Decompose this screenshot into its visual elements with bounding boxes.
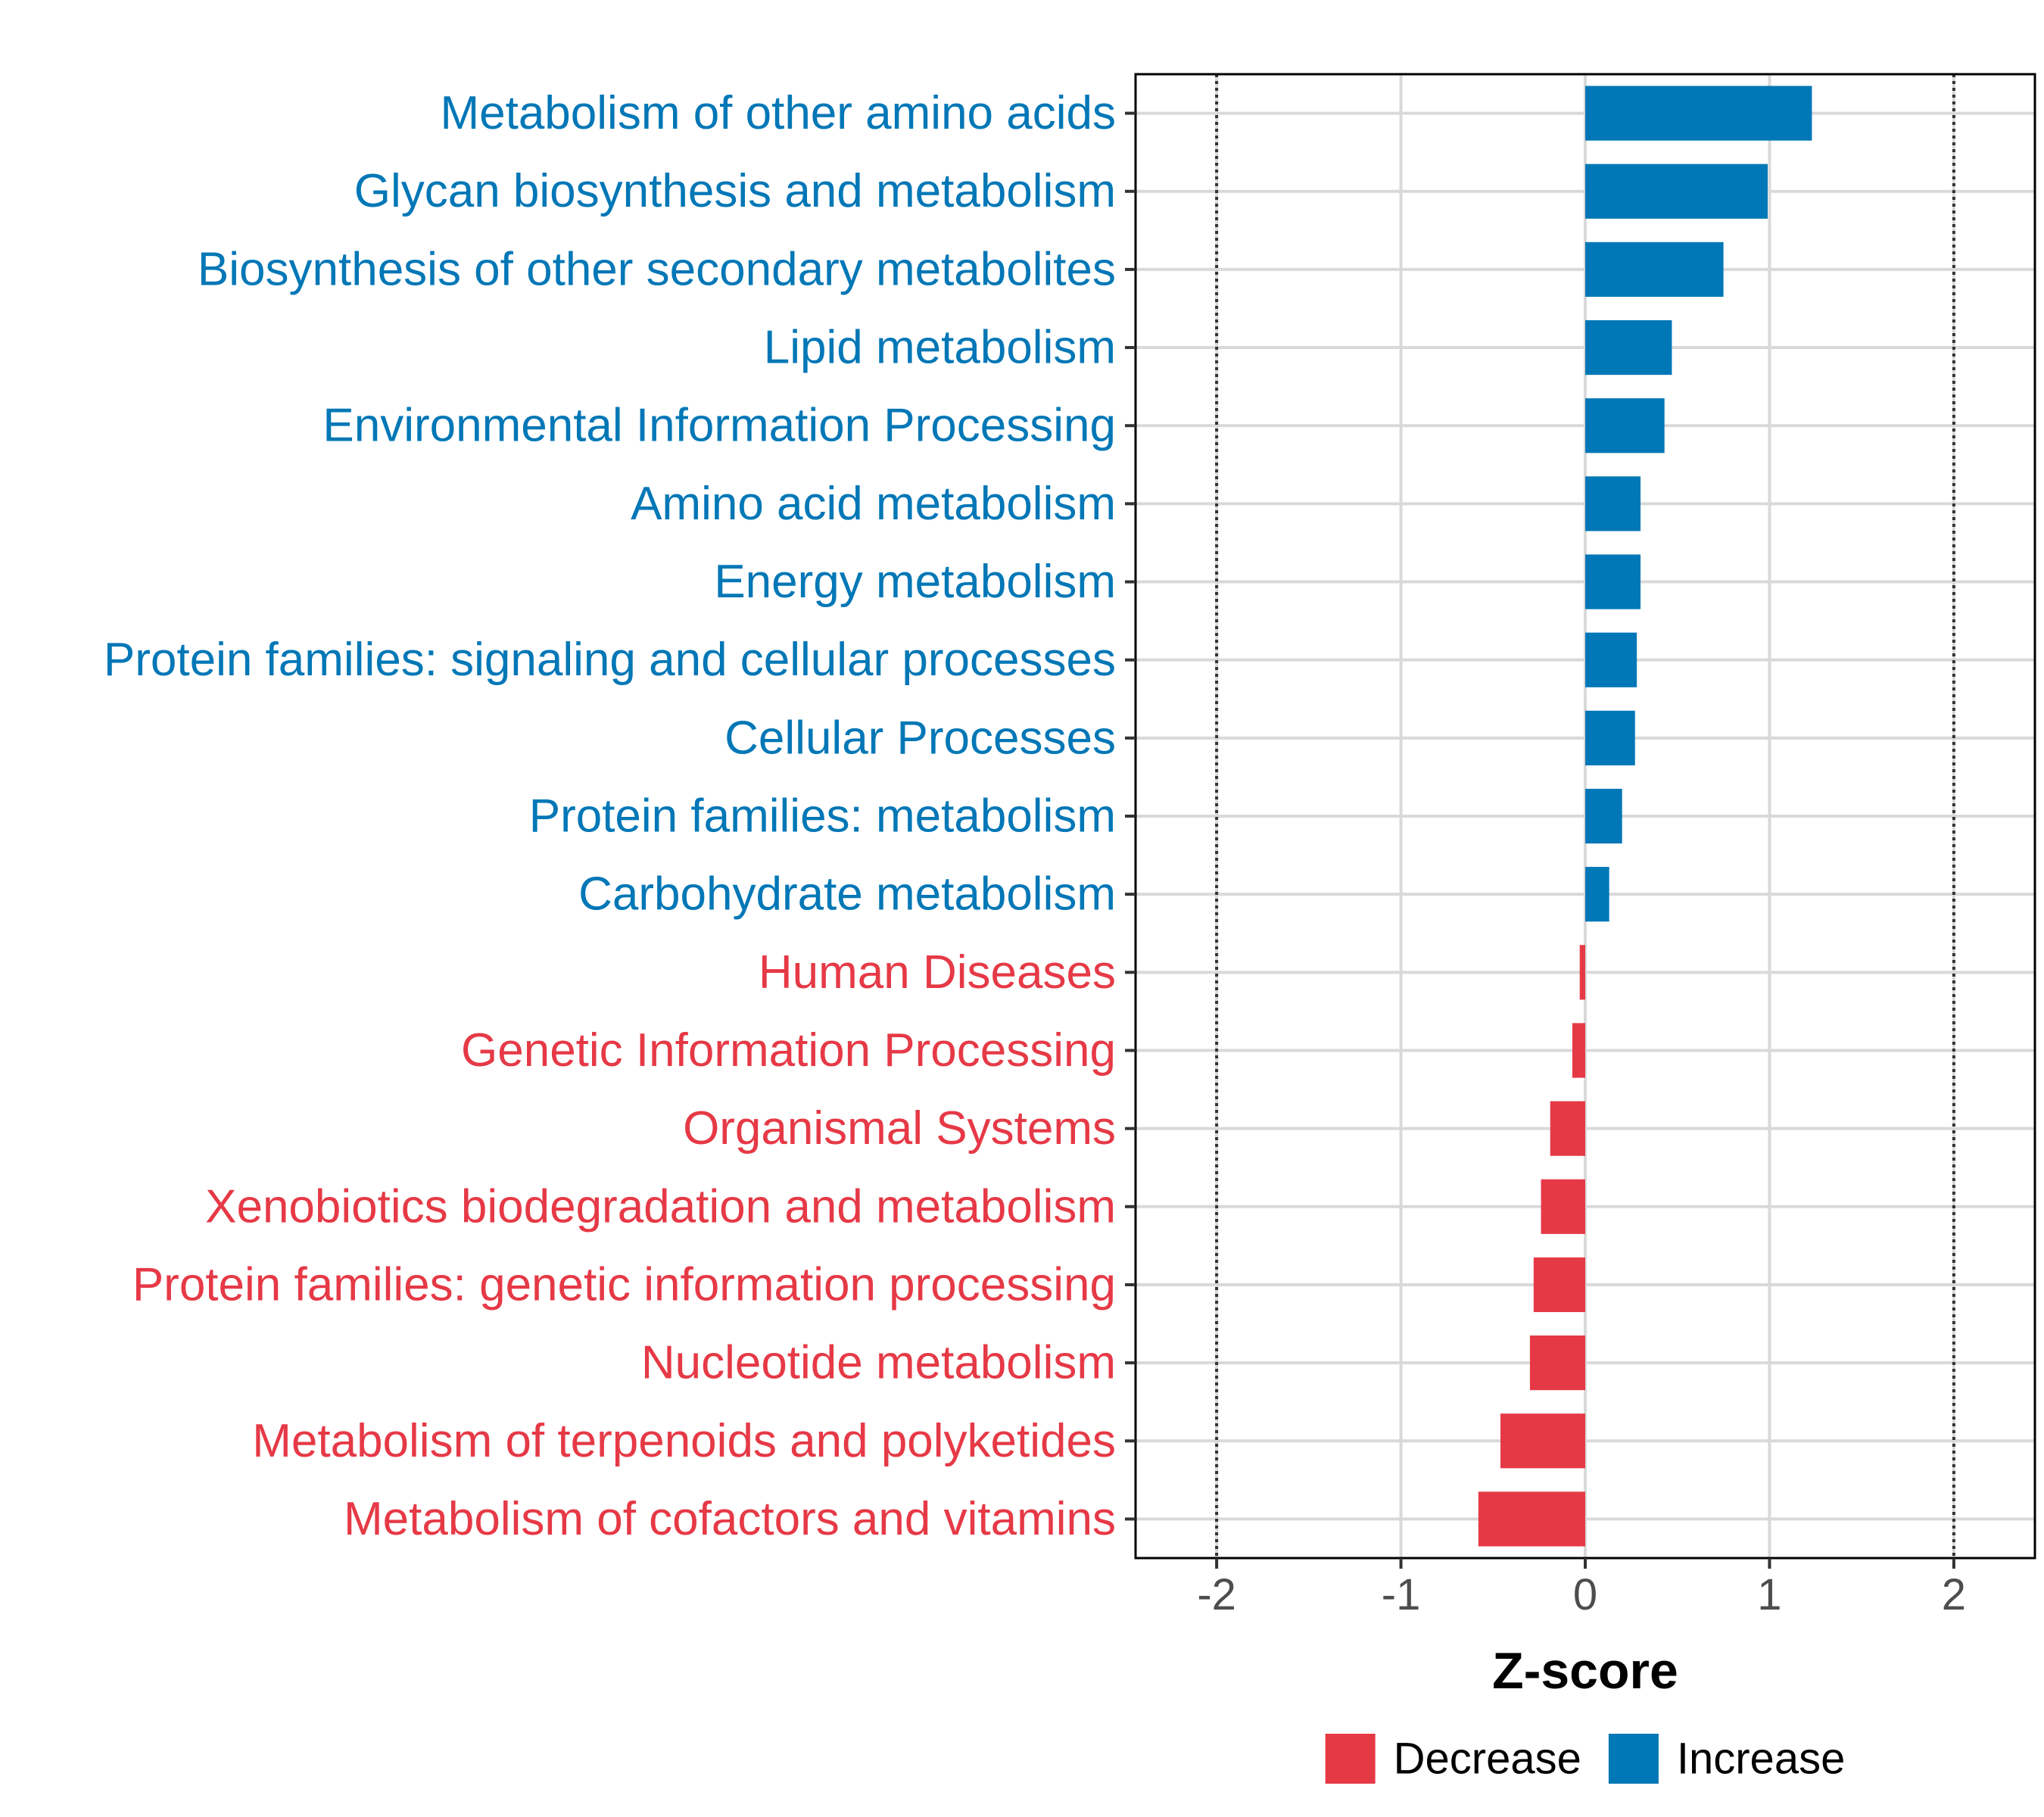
category-label: Environmental Information Processing	[322, 400, 1116, 452]
bar	[1585, 242, 1724, 297]
category-label: Nucleotide metabolism	[641, 1337, 1116, 1389]
x-tick-label: 2	[1942, 1570, 1966, 1619]
category-label: Carbohydrate metabolism	[578, 868, 1116, 921]
bar	[1500, 1413, 1585, 1469]
bar	[1585, 319, 1672, 376]
reference-lines	[1215, 74, 1955, 1558]
legend-key-increase	[1608, 1734, 1659, 1784]
x-tick-label: 0	[1573, 1570, 1597, 1619]
category-label: Cellular Processes	[724, 712, 1116, 764]
bar	[1585, 398, 1665, 453]
x-tick-label: 1	[1757, 1570, 1781, 1619]
bar	[1529, 1335, 1585, 1391]
category-label: Protein families: signaling and cellular…	[104, 634, 1116, 686]
bar	[1550, 1101, 1585, 1156]
x-tick-label: -2	[1197, 1570, 1236, 1619]
bar	[1478, 1491, 1585, 1547]
category-label: Biosynthesis of other secondary metaboli…	[198, 243, 1116, 295]
category-label: Metabolism of other amino acids	[440, 87, 1116, 139]
y-axis: Metabolism of other amino acids Glycan bi…	[104, 87, 1136, 1545]
bar	[1541, 1179, 1585, 1234]
bar	[1585, 632, 1637, 687]
bars	[1478, 86, 1812, 1547]
category-label: Human Diseases	[759, 946, 1116, 999]
legend-label: Increase	[1677, 1734, 1845, 1784]
legend: Decrease Increase	[1325, 1734, 1845, 1784]
bar	[1585, 476, 1641, 531]
bar	[1572, 1023, 1585, 1078]
category-label: Amino acid metabolism	[631, 478, 1116, 530]
category-label: Metabolism of cofactors and vitamins	[344, 1493, 1116, 1545]
bar	[1585, 710, 1635, 765]
category-label: Energy metabolism	[714, 556, 1116, 608]
category-label: Organismal Systems	[683, 1102, 1116, 1155]
bar	[1533, 1257, 1585, 1313]
category-label: Genetic Information Processing	[461, 1024, 1116, 1077]
bar	[1585, 164, 1768, 219]
x-axis: -2 -1 0 1 2	[1197, 1558, 1966, 1619]
bar	[1585, 554, 1641, 609]
category-label: Metabolism of terpenoids and polyketides	[252, 1415, 1116, 1467]
legend-label: Decrease	[1394, 1734, 1581, 1784]
legend-key-decrease	[1325, 1734, 1376, 1784]
bar	[1585, 867, 1609, 922]
x-tick-label: -1	[1382, 1570, 1421, 1619]
category-label: Glycan biosynthesis and metabolism	[354, 165, 1116, 217]
category-label: Protein families: metabolism	[529, 790, 1116, 843]
category-label: Protein families: genetic information pr…	[132, 1258, 1116, 1311]
category-label: Lipid metabolism	[764, 322, 1116, 374]
category-label: Xenobiotics biodegradation and metabolis…	[205, 1180, 1116, 1233]
bar	[1585, 788, 1622, 844]
bar	[1579, 945, 1585, 1000]
bar	[1585, 86, 1812, 141]
x-axis-title: Z-score	[1492, 1642, 1678, 1700]
